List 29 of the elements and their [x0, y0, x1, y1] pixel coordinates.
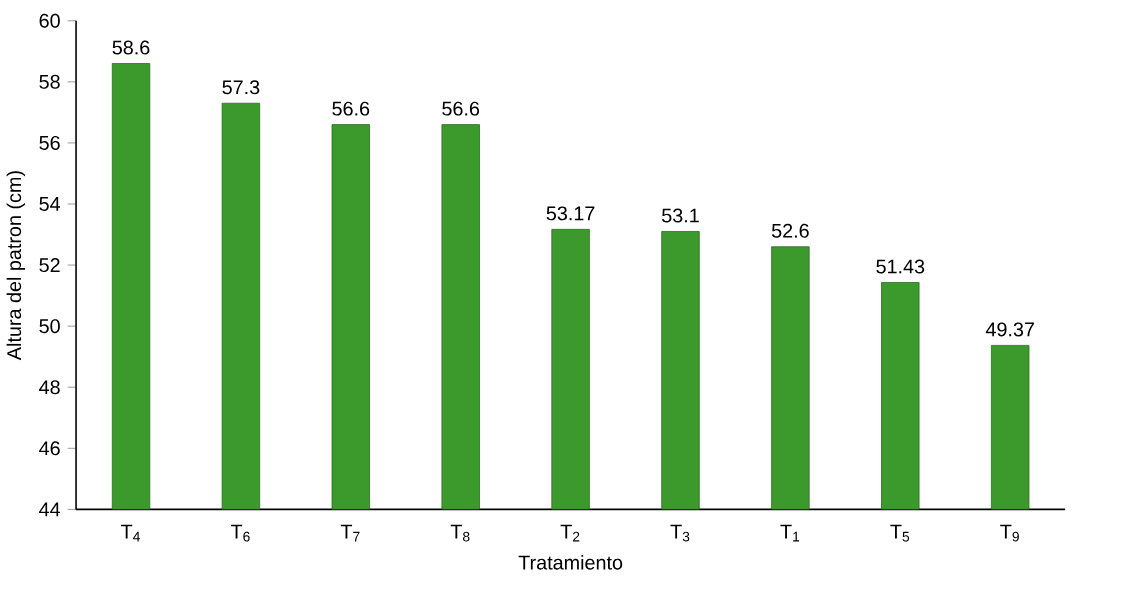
- data-label: 56.6: [332, 101, 370, 116]
- data-label: 53.1: [662, 208, 699, 223]
- data-label: 56.6: [442, 101, 480, 116]
- y-tick-label: 54: [39, 196, 61, 211]
- y-tick-label: 50: [39, 318, 60, 333]
- x-tick-label: T$_{7}$: [340, 524, 360, 542]
- data-label: 51.43: [876, 259, 925, 274]
- data-label: 58.6: [112, 40, 150, 55]
- x-tick-label: T$_{2}$: [560, 524, 580, 542]
- data-label: 52.6: [771, 223, 809, 238]
- y-tick-label: 52: [39, 257, 60, 272]
- y-tick-label: 44: [39, 502, 61, 516]
- x-tick-label: T$_{5}$: [890, 524, 910, 542]
- y-tick-label: 56: [39, 135, 60, 150]
- y-axis-title: Altura del patron (cm): [6, 171, 26, 360]
- y-tick-label: 46: [39, 441, 60, 456]
- x-tick-label: T$_{9}$: [1000, 524, 1019, 542]
- data-label: 57.3: [222, 80, 260, 95]
- x-tick-label: T$_{6}$: [230, 524, 250, 542]
- data-label: 49.37: [985, 322, 1034, 337]
- x-tick-label: T$_{8}$: [450, 524, 470, 542]
- y-tick-label: 48: [39, 380, 60, 394]
- x-tick-label: T$_{3}$: [670, 524, 690, 542]
- x-axis-title: Tratamiento: [518, 554, 623, 570]
- y-tick-label: 58: [39, 74, 60, 89]
- data-label: 53.17: [546, 206, 595, 221]
- x-tick-label: T$_{4}$: [121, 524, 140, 542]
- x-tick-label: T$_{1}$: [780, 524, 800, 542]
- y-tick-label: 60: [39, 13, 60, 28]
